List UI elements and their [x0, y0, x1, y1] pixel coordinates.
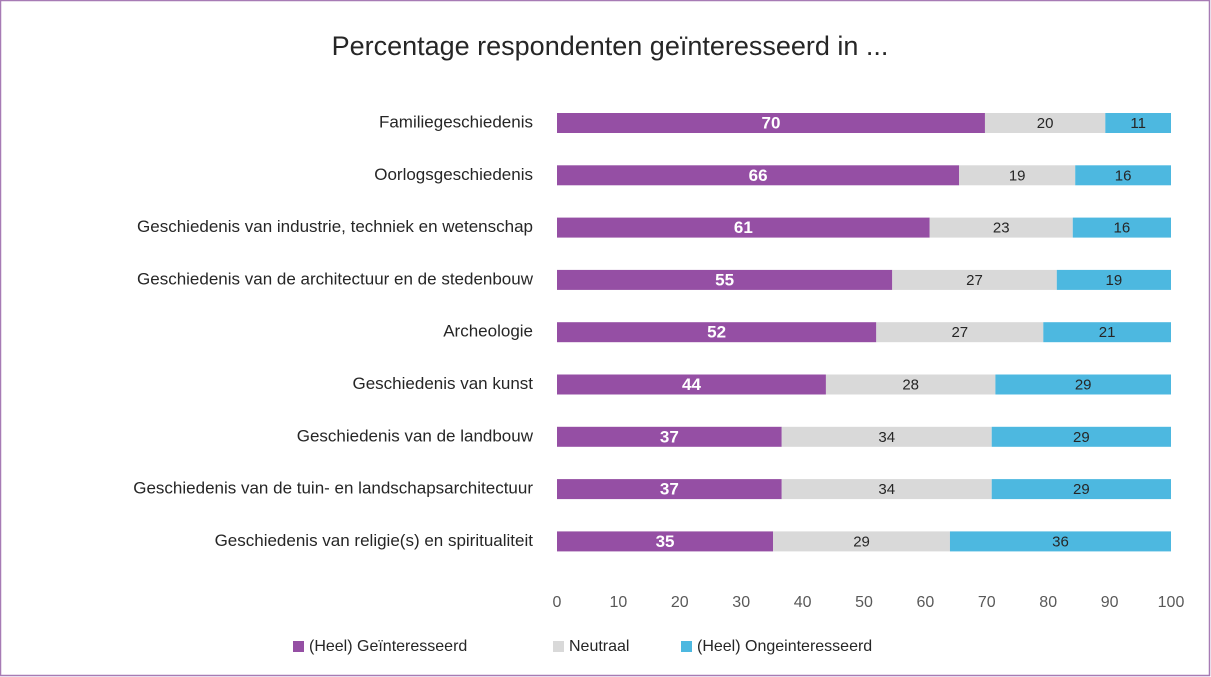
bar-segment	[959, 165, 1076, 186]
data-label: 27	[951, 324, 968, 341]
x-tick-label: 80	[1039, 594, 1057, 611]
y-tick-label: Geschiedenis van kunst	[353, 374, 534, 393]
bar-segment	[557, 374, 826, 395]
bar-segment	[1075, 165, 1171, 186]
bar-segment	[984, 113, 1106, 133]
y-tick-label: Familiegeschiedenis	[379, 112, 533, 131]
bar-segment	[995, 374, 1171, 395]
data-label: 28	[902, 376, 919, 393]
y-tick-label: Geschiedenis van industrie, techniek en …	[137, 217, 533, 236]
data-label: 27	[966, 272, 983, 289]
data-label: 21	[1099, 324, 1116, 341]
x-tick-label: 70	[978, 594, 996, 611]
data-label: 34	[878, 481, 895, 498]
bar-segment	[557, 426, 782, 447]
data-label: 35	[656, 532, 675, 551]
bar-segment	[557, 269, 893, 290]
data-label: 16	[1114, 220, 1131, 237]
data-label: 29	[1073, 429, 1090, 446]
data-label: 34	[878, 429, 895, 446]
data-label: 16	[1115, 167, 1132, 184]
y-tick-label: Oorlogsgeschiedenis	[374, 165, 533, 184]
bar-segment	[557, 217, 930, 238]
legend-swatch	[293, 641, 304, 652]
legend-swatch	[681, 641, 692, 652]
bar-segment	[1105, 113, 1171, 133]
x-tick-label: 50	[855, 594, 873, 611]
x-tick-label: 40	[794, 594, 812, 611]
data-label: 19	[1106, 272, 1123, 289]
x-tick-label: 100	[1158, 594, 1185, 611]
y-tick-label: Geschiedenis van de landbouw	[297, 426, 534, 445]
chart-title: Percentage respondenten geïnteresseerd i…	[332, 31, 889, 61]
data-label: 19	[1009, 167, 1026, 184]
bar-segment	[557, 113, 985, 133]
data-label: 66	[749, 166, 768, 185]
x-tick-label: 20	[671, 594, 689, 611]
y-tick-label: Archeologie	[443, 322, 533, 341]
data-label: 44	[682, 375, 701, 394]
bar-segment	[557, 479, 782, 500]
data-label: 29	[853, 533, 870, 550]
bar-segment	[991, 479, 1171, 500]
data-label: 36	[1052, 533, 1069, 550]
data-label: 23	[993, 220, 1010, 237]
bar-segment	[929, 217, 1073, 238]
data-label: 29	[1075, 376, 1092, 393]
bar-segment	[773, 531, 950, 552]
data-label: 61	[734, 218, 753, 237]
bar-segment	[1072, 217, 1171, 238]
bar-segment	[949, 531, 1171, 552]
y-tick-label: Geschiedenis van religie(s) en spiritual…	[215, 531, 534, 550]
bar-segment	[1056, 269, 1171, 290]
x-tick-label: 90	[1101, 594, 1119, 611]
bar-segment	[557, 165, 960, 186]
data-label: 55	[715, 270, 734, 289]
y-tick-label: Geschiedenis van de tuin- en landschapsa…	[133, 479, 533, 498]
y-tick-label: Geschiedenis van de architectuur en de s…	[137, 269, 534, 288]
bar-segment	[781, 479, 992, 500]
legend-swatch	[553, 641, 564, 652]
data-label: 11	[1130, 115, 1146, 132]
bar-segment	[557, 531, 774, 552]
x-tick-label: 0	[553, 594, 562, 611]
x-tick-label: 60	[917, 594, 935, 611]
bar-segment	[781, 426, 992, 447]
bar-segment	[876, 322, 1044, 343]
data-label: 70	[762, 113, 781, 132]
x-tick-label: 30	[732, 594, 750, 611]
bar-segment	[892, 269, 1057, 290]
data-label: 29	[1073, 481, 1090, 498]
x-tick-label: 10	[610, 594, 628, 611]
bar-segment	[991, 426, 1171, 447]
bar-segment	[557, 322, 877, 343]
data-label: 37	[660, 427, 679, 446]
data-label: 52	[707, 323, 726, 342]
legend-label: Neutraal	[569, 638, 629, 655]
bar-segment	[1043, 322, 1171, 343]
data-label: 37	[660, 480, 679, 499]
legend-label: (Heel) Ongeinteresseerd	[697, 638, 872, 655]
legend-label: (Heel) Geïnteresseerd	[309, 638, 467, 655]
data-label: 20	[1037, 115, 1054, 132]
bar-segment	[825, 374, 996, 395]
